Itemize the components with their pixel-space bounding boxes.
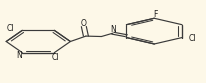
Text: Cl: Cl xyxy=(51,53,59,62)
Text: F: F xyxy=(152,10,157,19)
Text: Cl: Cl xyxy=(6,24,14,33)
Text: N: N xyxy=(17,51,22,60)
Text: Cl: Cl xyxy=(188,34,195,43)
Text: N: N xyxy=(109,25,115,34)
Text: O: O xyxy=(81,19,86,28)
